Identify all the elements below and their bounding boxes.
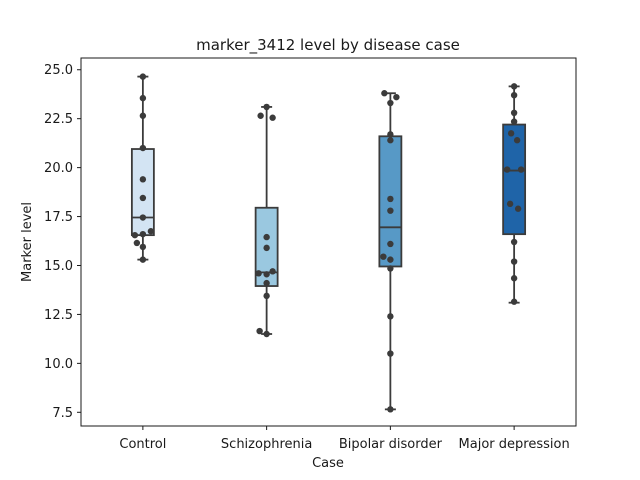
data-point <box>139 176 147 183</box>
y-tick-label: 17.5 <box>44 210 73 225</box>
x-tick-label: Bipolar disorder <box>339 437 443 452</box>
data-point <box>263 292 270 300</box>
data-point <box>131 231 139 239</box>
data-point <box>380 253 387 260</box>
data-point <box>510 118 518 125</box>
data-point <box>269 268 276 275</box>
data-point <box>139 256 147 263</box>
data-point <box>256 327 263 335</box>
data-point <box>263 330 270 338</box>
data-point <box>381 90 388 97</box>
y-tick-label: 7.5 <box>52 406 73 421</box>
x-tick-label: Control <box>119 437 166 452</box>
data-point <box>387 195 394 203</box>
y-axis-label: Marker level <box>20 202 35 282</box>
box-iqr <box>130 148 155 237</box>
points-layer <box>131 73 525 413</box>
x-tick-label: Major depression <box>459 437 570 452</box>
data-point <box>263 244 270 252</box>
y-tick-label: 25.0 <box>44 63 73 78</box>
data-point <box>513 137 521 144</box>
data-point <box>263 103 270 111</box>
y-tick-label: 15.0 <box>44 259 73 274</box>
data-point <box>506 200 514 208</box>
data-point <box>510 275 518 282</box>
data-point <box>139 230 147 238</box>
data-point <box>514 205 522 212</box>
data-point <box>139 214 147 221</box>
y-axis: 7.5 10.0 12.5 15.0 17.5 20.0 22.5 25.0 <box>44 63 81 421</box>
data-point <box>510 83 518 90</box>
data-point <box>139 243 147 251</box>
y-tick-label: 22.5 <box>44 112 73 127</box>
data-point <box>257 112 264 119</box>
data-point <box>517 166 525 173</box>
data-point <box>387 256 394 263</box>
data-point <box>387 313 394 320</box>
y-tick-label: 10.0 <box>44 357 73 372</box>
data-point <box>387 137 394 144</box>
data-point <box>263 233 270 241</box>
x-axis: Control Schizophrenia Bipolar disorder Majo… <box>119 426 570 452</box>
data-point <box>387 350 394 357</box>
data-point <box>510 91 518 99</box>
y-tick-label: 20.0 <box>44 161 73 176</box>
data-point <box>139 144 147 152</box>
data-point <box>263 271 270 278</box>
data-point <box>387 265 394 272</box>
plot-area <box>80 57 577 427</box>
data-point <box>139 194 147 202</box>
data-point <box>269 114 276 121</box>
x-axis-label: Case <box>312 456 344 471</box>
data-point <box>393 93 400 101</box>
data-point <box>147 228 155 235</box>
data-point <box>139 94 147 102</box>
data-point <box>503 166 511 173</box>
data-point <box>510 238 518 246</box>
data-point <box>263 279 270 287</box>
data-point <box>387 207 394 214</box>
data-point <box>507 130 515 137</box>
data-point <box>510 258 518 265</box>
chart-title: marker_3412 level by disease case <box>196 36 460 55</box>
x-tick-label: Schizophrenia <box>221 437 312 452</box>
y-tick-label: 12.5 <box>44 308 73 323</box>
data-point <box>139 112 147 119</box>
data-point <box>510 109 518 117</box>
data-point <box>387 131 394 138</box>
data-point <box>387 406 394 413</box>
data-point <box>255 270 262 277</box>
data-point <box>510 298 518 305</box>
data-point <box>387 240 394 248</box>
data-point <box>133 239 141 247</box>
data-point <box>387 99 394 107</box>
data-point <box>139 73 147 80</box>
